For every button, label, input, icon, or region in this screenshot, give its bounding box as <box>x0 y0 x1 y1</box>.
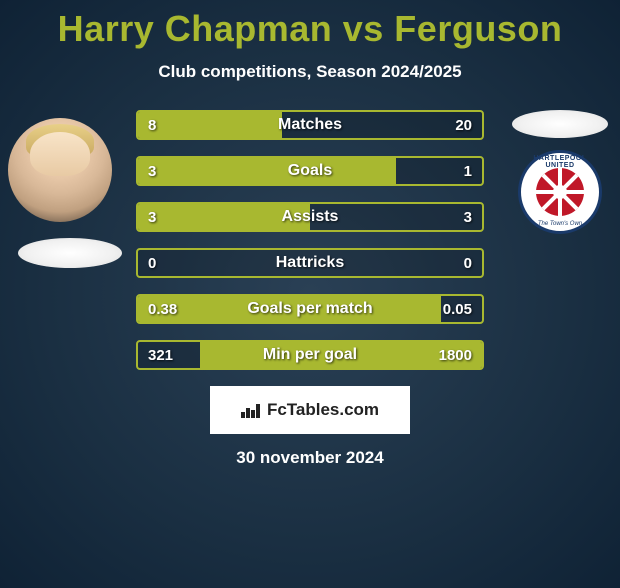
stat-row: 8Matches20 <box>136 110 484 140</box>
stat-value-right: 0 <box>464 250 472 276</box>
stat-value-right: 1 <box>464 158 472 184</box>
stat-row: 3Goals1 <box>136 156 484 186</box>
crest-wheel-icon <box>536 168 584 216</box>
stat-label: Min per goal <box>138 342 482 368</box>
stat-row: 0.38Goals per match0.05 <box>136 294 484 324</box>
stat-value-right: 3 <box>464 204 472 230</box>
stat-label: Assists <box>138 204 482 230</box>
player2-club-crest: HARTLEPOOL UNITED The Town's Own <box>518 150 602 234</box>
stat-label: Goals per match <box>138 296 482 322</box>
stat-value-right: 1800 <box>439 342 472 368</box>
stat-row: 0Hattricks0 <box>136 248 484 278</box>
stat-row: 321Min per goal1800 <box>136 340 484 370</box>
stat-bars: 8Matches203Goals13Assists30Hattricks00.3… <box>136 110 484 370</box>
stat-label: Goals <box>138 158 482 184</box>
stat-label: Matches <box>138 112 482 138</box>
page-title: Harry Chapman vs Ferguson <box>0 8 620 50</box>
watermark-text: FcTables.com <box>267 400 379 420</box>
stat-label: Hattricks <box>138 250 482 276</box>
bar-chart-icon <box>241 402 261 418</box>
stat-value-right: 0.05 <box>443 296 472 322</box>
date-label: 30 november 2024 <box>0 448 620 468</box>
comparison-panel: HARTLEPOOL UNITED The Town's Own 8Matche… <box>0 110 620 370</box>
player2-avatar-placeholder <box>512 110 608 138</box>
player1-avatar <box>8 118 112 222</box>
crest-text-bottom: The Town's Own <box>521 221 599 227</box>
subtitle: Club competitions, Season 2024/2025 <box>0 62 620 82</box>
crest-text-top: HARTLEPOOL UNITED <box>521 155 599 169</box>
watermark: FcTables.com <box>210 386 410 434</box>
stat-value-right: 20 <box>455 112 472 138</box>
player1-club-placeholder <box>18 238 122 268</box>
stat-row: 3Assists3 <box>136 202 484 232</box>
